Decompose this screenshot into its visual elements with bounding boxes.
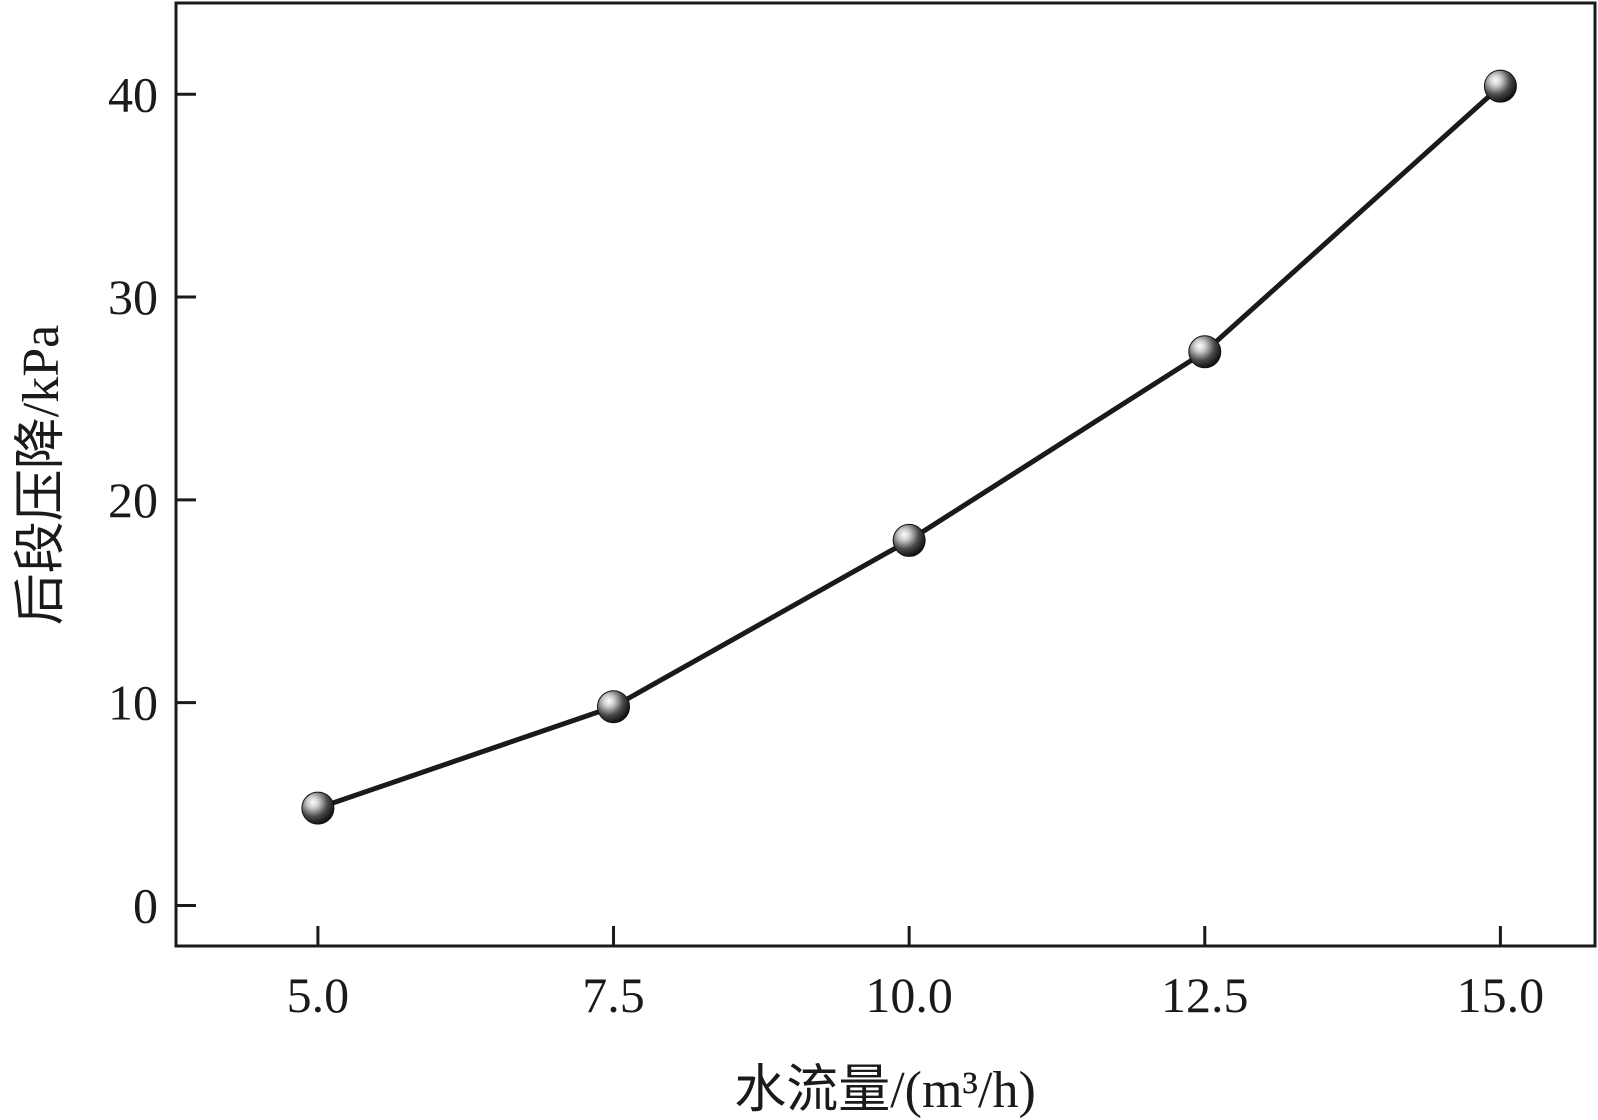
- data-point: [301, 791, 335, 825]
- series-layer: [301, 69, 1517, 825]
- y-tick-label: 30: [108, 269, 158, 325]
- x-tick-label: 15.0: [1457, 967, 1545, 1023]
- y-tick-label: 10: [108, 675, 158, 731]
- y-axis: 0 10 20 30 40: [108, 66, 196, 933]
- x-tick-label: 12.5: [1161, 967, 1249, 1023]
- x-tick-label: 10.0: [865, 967, 953, 1023]
- x-axis-title: 水流量/(m³/h): [734, 1062, 1036, 1119]
- y-axis-title: 后段压降/kPa: [13, 325, 70, 625]
- series-line: [315, 83, 1503, 811]
- data-point: [1483, 69, 1517, 103]
- x-tick-label: 7.5: [582, 967, 645, 1023]
- data-point: [597, 690, 631, 724]
- data-point: [892, 523, 926, 557]
- x-tick-label: 5.0: [287, 967, 350, 1023]
- y-tick-label: 20: [108, 472, 158, 528]
- x-axis: 5.0 7.5 10.0 12.5 15.0: [287, 926, 1545, 1023]
- data-point: [1188, 335, 1222, 369]
- y-tick-label: 0: [133, 877, 158, 933]
- plot-frame: [174, 1, 1597, 948]
- y-tick-label: 40: [108, 66, 158, 122]
